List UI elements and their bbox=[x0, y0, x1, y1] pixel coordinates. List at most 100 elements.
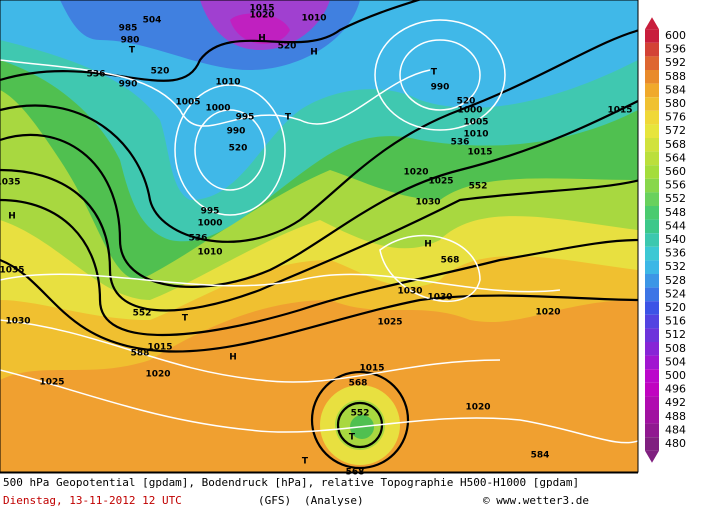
colorbar-label: 520 bbox=[665, 301, 686, 314]
colorbar-cell bbox=[645, 219, 659, 234]
colorbar-cell bbox=[645, 42, 659, 57]
contour-label: 990 bbox=[119, 80, 138, 90]
colorbar-cell bbox=[645, 301, 659, 315]
colorbar-cell bbox=[645, 110, 659, 125]
contour-label: 536 bbox=[87, 70, 106, 80]
colorbar-label: 528 bbox=[665, 274, 686, 287]
contour-label: 990 bbox=[227, 127, 246, 137]
contour-label: 520 bbox=[151, 67, 170, 77]
colorbar-cell bbox=[645, 260, 659, 274]
colorbar-cell bbox=[645, 29, 659, 43]
colorbar-cell bbox=[645, 423, 659, 438]
contour-label: 990 bbox=[431, 83, 450, 93]
colorbar-label: 496 bbox=[665, 383, 686, 396]
colorbar-label: 536 bbox=[665, 247, 686, 260]
colorbar-cell bbox=[645, 83, 659, 98]
colorbar-cell bbox=[645, 192, 659, 206]
colorbar-label: 512 bbox=[665, 328, 686, 341]
contour-label: H bbox=[424, 240, 432, 250]
contour-label: T bbox=[129, 46, 136, 56]
colorbar-cell bbox=[645, 151, 659, 166]
colorbar-cell bbox=[645, 246, 659, 261]
contour-label: 520 bbox=[229, 144, 248, 154]
colorbar-cell bbox=[645, 355, 659, 370]
contour-label: 1025 bbox=[39, 378, 64, 388]
colorbar-label: 532 bbox=[665, 260, 686, 273]
contour-label: 1020 bbox=[403, 168, 428, 178]
contour-label: 1030 bbox=[397, 287, 422, 297]
contour-label: 552 bbox=[351, 409, 370, 419]
contour-label: 568 bbox=[441, 256, 460, 266]
contour-label: H bbox=[229, 353, 237, 363]
contour-label: 1015 bbox=[467, 148, 492, 158]
contour-label: 552 bbox=[133, 309, 152, 319]
contour-label: 985 bbox=[119, 24, 138, 34]
contour-label: 504 bbox=[143, 16, 162, 26]
colorbar-label: 480 bbox=[665, 437, 686, 450]
colorbar-cell bbox=[645, 369, 659, 383]
colorbar-cell bbox=[645, 233, 659, 247]
colorbar-cell bbox=[645, 56, 659, 70]
colorbar-cell bbox=[645, 274, 659, 288]
contour-label: 1035 bbox=[0, 178, 21, 188]
colorbar-label: 564 bbox=[665, 151, 686, 164]
colorbar-cell bbox=[645, 165, 659, 179]
colorbar-cell bbox=[645, 287, 659, 302]
contour-label: H bbox=[310, 48, 318, 58]
colorbar-label: 600 bbox=[665, 29, 686, 42]
contour-label: 1025 bbox=[377, 318, 402, 328]
colorbar-cell bbox=[645, 328, 659, 342]
contour-label: T bbox=[285, 113, 292, 123]
contour-label: H bbox=[258, 34, 266, 44]
colorbar-cell bbox=[645, 206, 659, 220]
contour-label: 1015 bbox=[607, 106, 632, 116]
colorbar-label: 504 bbox=[665, 355, 686, 368]
colorbar-label: 572 bbox=[665, 124, 686, 137]
colorbar-cell bbox=[645, 437, 659, 451]
contour-label: 552 bbox=[469, 182, 488, 192]
colorbar-cell bbox=[645, 124, 659, 138]
colorbar-label: 524 bbox=[665, 287, 686, 300]
colorbar-label: 544 bbox=[665, 219, 686, 232]
contour-label: 1025 bbox=[428, 177, 453, 187]
colorbar-label: 540 bbox=[665, 233, 686, 246]
colorbar-cell bbox=[645, 396, 659, 410]
contour-label: 1005 bbox=[463, 118, 488, 128]
colorbar-label: 580 bbox=[665, 97, 686, 110]
colorbar-label: 548 bbox=[665, 206, 686, 219]
contour-label: T bbox=[349, 433, 356, 443]
colorbar-label: 588 bbox=[665, 70, 686, 83]
colorbar-label: 576 bbox=[665, 111, 686, 124]
contour-label: 588 bbox=[131, 349, 150, 359]
contour-label: 1020 bbox=[535, 308, 560, 318]
colorbar-label: 488 bbox=[665, 410, 686, 423]
footer-date: Dienstag, 13-11-2012 12 UTC bbox=[3, 494, 182, 507]
contour-label: 1020 bbox=[145, 370, 170, 380]
contour-label: 1005 bbox=[175, 98, 200, 108]
contour-label: 1010 bbox=[197, 248, 222, 258]
colorbar-cell bbox=[645, 138, 659, 152]
colorbar-label: 556 bbox=[665, 179, 686, 192]
colorbar-cell bbox=[645, 342, 659, 356]
contour-label: 584 bbox=[531, 451, 550, 461]
colorbar-cell bbox=[645, 410, 659, 424]
colorbar-label: 592 bbox=[665, 56, 686, 69]
colorbar-label: 568 bbox=[665, 138, 686, 151]
contour-label: T bbox=[431, 68, 438, 78]
colorbar-cell bbox=[645, 314, 659, 329]
colorbar: 6005965925885845805765725685645605565525… bbox=[645, 17, 686, 463]
footer-source: © www.wetter3.de bbox=[483, 494, 589, 507]
contour-label: 1010 bbox=[215, 78, 240, 88]
contour-label: 536 bbox=[451, 138, 470, 148]
map-frame bbox=[0, 0, 639, 473]
colorbar-label: 508 bbox=[665, 342, 686, 355]
contour-label: 568 bbox=[349, 379, 368, 389]
contour-label: 1015 bbox=[249, 4, 274, 14]
colorbar-label: 596 bbox=[665, 43, 686, 56]
contour-label: 980 bbox=[121, 36, 140, 46]
colorbar-label: 500 bbox=[665, 369, 686, 382]
contour-label: 1035 bbox=[0, 266, 25, 276]
colorbar-label: 584 bbox=[665, 83, 686, 96]
map-field bbox=[0, 0, 638, 472]
